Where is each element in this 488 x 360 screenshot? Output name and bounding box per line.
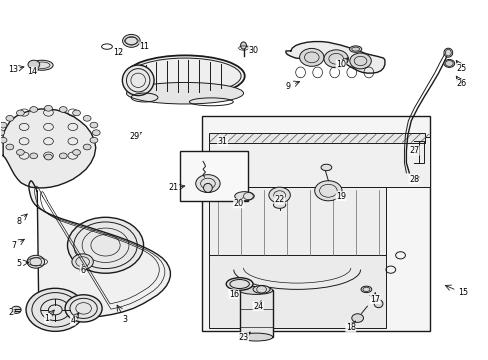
Ellipse shape (349, 46, 361, 52)
Circle shape (195, 175, 220, 193)
Ellipse shape (122, 65, 154, 95)
Circle shape (28, 60, 40, 69)
Ellipse shape (125, 55, 244, 96)
Text: 18: 18 (345, 323, 355, 332)
Circle shape (17, 110, 24, 116)
Text: 16: 16 (228, 289, 238, 298)
Circle shape (90, 137, 98, 143)
Circle shape (6, 116, 14, 121)
Bar (209, 187, 385, 257)
Circle shape (72, 254, 93, 270)
Circle shape (65, 295, 102, 322)
Text: 11: 11 (139, 42, 149, 51)
Text: 21: 21 (168, 183, 179, 192)
Text: 10: 10 (335, 60, 346, 69)
Ellipse shape (126, 82, 243, 104)
Circle shape (351, 314, 363, 322)
Bar (201, 116, 429, 330)
Text: 25: 25 (455, 64, 466, 73)
Circle shape (90, 122, 98, 128)
Circle shape (83, 116, 91, 121)
Text: 9: 9 (285, 82, 290, 91)
Text: 26: 26 (455, 80, 466, 89)
Text: 7: 7 (12, 241, 17, 250)
Ellipse shape (443, 59, 454, 67)
Circle shape (30, 153, 38, 159)
Circle shape (17, 149, 24, 155)
Text: 4: 4 (70, 316, 75, 325)
Circle shape (299, 48, 324, 66)
Bar (209, 137, 429, 187)
Text: 8: 8 (17, 217, 21, 226)
Circle shape (83, 144, 91, 150)
Ellipse shape (234, 192, 254, 201)
Circle shape (67, 217, 143, 273)
Text: 15: 15 (457, 288, 467, 297)
Text: 13: 13 (8, 65, 18, 74)
Text: 1: 1 (44, 314, 49, 323)
Bar (239, 291, 272, 337)
Circle shape (59, 153, 67, 159)
Text: 19: 19 (335, 192, 346, 201)
Text: 12: 12 (113, 48, 123, 57)
Circle shape (30, 107, 38, 112)
Circle shape (6, 144, 14, 150)
Text: 20: 20 (233, 199, 243, 208)
Ellipse shape (239, 333, 272, 341)
Circle shape (349, 53, 370, 69)
Text: 3: 3 (122, 315, 127, 324)
Text: 22: 22 (274, 195, 284, 204)
Polygon shape (285, 41, 384, 73)
Circle shape (324, 50, 347, 68)
Polygon shape (3, 109, 96, 188)
Ellipse shape (239, 287, 272, 294)
Text: 23: 23 (238, 333, 248, 342)
Circle shape (11, 306, 21, 314)
Ellipse shape (373, 300, 382, 308)
Circle shape (0, 130, 4, 135)
Circle shape (73, 149, 81, 155)
Polygon shape (29, 181, 170, 317)
Circle shape (122, 35, 140, 47)
Ellipse shape (226, 278, 252, 290)
Text: 27: 27 (408, 146, 418, 155)
Circle shape (268, 187, 290, 203)
Text: 14: 14 (27, 67, 37, 76)
Bar (180, 151, 248, 201)
Ellipse shape (203, 183, 212, 192)
Text: 29: 29 (129, 132, 140, 141)
Circle shape (73, 110, 81, 116)
Circle shape (92, 130, 100, 135)
Text: 24: 24 (253, 302, 263, 311)
Bar (418, 141, 423, 163)
Text: 2: 2 (9, 308, 14, 317)
Circle shape (44, 105, 52, 111)
Circle shape (0, 137, 7, 143)
Text: 17: 17 (369, 294, 380, 303)
Bar (209, 133, 424, 143)
Text: 28: 28 (408, 175, 418, 184)
Text: 6: 6 (80, 266, 85, 275)
Text: 5: 5 (17, 259, 22, 268)
Circle shape (27, 255, 44, 268)
Ellipse shape (252, 285, 269, 293)
Ellipse shape (273, 202, 285, 208)
Circle shape (26, 288, 84, 331)
Text: 31: 31 (217, 137, 227, 146)
Ellipse shape (443, 48, 452, 57)
Bar (209, 255, 385, 328)
Ellipse shape (360, 286, 371, 293)
Ellipse shape (31, 60, 53, 70)
Circle shape (44, 154, 52, 160)
Circle shape (314, 181, 341, 201)
Circle shape (59, 107, 67, 112)
Circle shape (0, 122, 7, 128)
Ellipse shape (240, 42, 246, 49)
Text: 30: 30 (248, 46, 258, 55)
Ellipse shape (321, 164, 331, 171)
